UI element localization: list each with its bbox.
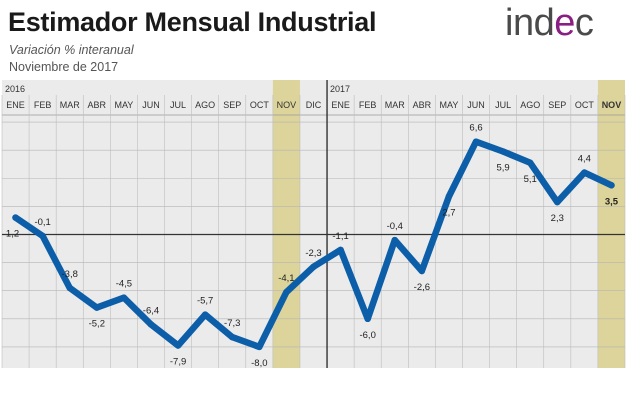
logo-text-accent: e [554, 2, 575, 44]
data-point [608, 182, 615, 189]
data-point [391, 236, 398, 244]
data-label: 2,3 [551, 213, 564, 224]
month-label: SEP [548, 100, 566, 110]
data-label: -4,1 [278, 273, 294, 284]
data-label: -7,3 [224, 318, 240, 329]
report-date: Noviembre de 2017 [9, 60, 119, 74]
data-point [418, 267, 426, 275]
month-label: AGO [520, 100, 540, 110]
data-point [93, 304, 101, 311]
logo-text-right: c [574, 2, 594, 44]
highlight-band [272, 80, 300, 368]
month-label: FEB [359, 100, 377, 110]
data-point [147, 321, 155, 328]
data-point [39, 232, 46, 240]
data-label: -1,1 [332, 231, 348, 242]
data-label: 3,5 [605, 196, 619, 207]
chart-title: Estimador Mensual Industrial [8, 7, 377, 37]
data-point [472, 138, 480, 145]
data-label: -4,5 [116, 279, 132, 290]
data-label: 4,4 [578, 154, 591, 165]
month-label: MAR [385, 100, 406, 110]
indec-logo: indec [505, 2, 594, 45]
month-label: NOV [277, 100, 297, 110]
month-label: AGO [195, 100, 215, 110]
data-label: -5,7 [197, 296, 213, 307]
month-label: MAY [114, 100, 133, 110]
year-label: 2016 [5, 84, 25, 94]
data-label: -6,4 [143, 305, 159, 316]
month-label: JUN [467, 100, 485, 110]
data-label: -7,9 [170, 357, 186, 368]
month-label: OCT [250, 100, 270, 110]
month-label: ENE [6, 100, 25, 110]
data-point [229, 333, 236, 341]
data-point [337, 246, 344, 254]
data-label: -5,2 [89, 319, 105, 330]
data-point [283, 288, 290, 296]
data-point [66, 284, 73, 292]
data-label: -0,1 [34, 217, 50, 228]
data-label: -3,8 [62, 269, 78, 280]
month-label: ABR [88, 100, 107, 110]
data-label: -6,0 [359, 330, 375, 341]
month-label: MAR [60, 100, 81, 110]
data-point [554, 198, 561, 206]
month-label: SEP [223, 100, 241, 110]
data-label: 1,2 [6, 229, 19, 240]
data-label: -2,3 [305, 248, 321, 259]
data-point [174, 342, 182, 349]
year-label: 2017 [330, 84, 350, 94]
data-label: -8,0 [251, 358, 267, 369]
month-label: MAY [440, 100, 459, 110]
plot-background [2, 80, 625, 368]
logo-text-left: ind [505, 2, 555, 44]
data-point [120, 294, 128, 301]
data-label: -0,4 [387, 221, 403, 232]
data-label: 2,7 [442, 208, 455, 219]
data-label: 5,1 [524, 174, 537, 185]
month-label: NOV [602, 100, 622, 110]
chart-subtitle: Variación % interanual [9, 43, 134, 57]
data-point [581, 169, 588, 176]
month-label: DIC [306, 100, 322, 110]
data-label: 5,9 [496, 163, 509, 174]
data-point [445, 193, 453, 200]
data-point [12, 214, 19, 221]
month-label: JUL [170, 100, 186, 110]
data-point [310, 263, 317, 270]
month-label: JUL [495, 100, 511, 110]
data-point [201, 311, 209, 318]
month-label: JUN [142, 100, 160, 110]
data-point [364, 315, 371, 323]
month-label: ABR [413, 100, 432, 110]
data-point [256, 343, 263, 351]
month-label: FEB [34, 100, 52, 110]
month-label: OCT [575, 100, 595, 110]
data-point [526, 159, 534, 166]
data-label: 6,6 [469, 123, 482, 134]
data-label: -2,6 [414, 282, 430, 293]
data-point [499, 148, 507, 155]
month-label: ENE [331, 100, 350, 110]
highlight-band [597, 80, 625, 368]
